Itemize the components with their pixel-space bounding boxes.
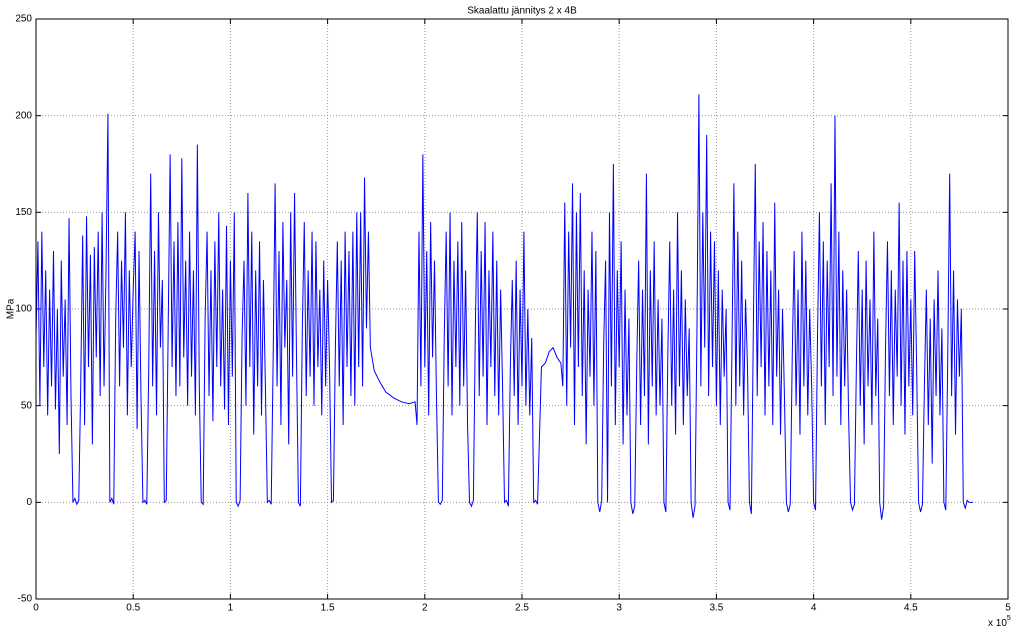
data-line: [36, 94, 974, 520]
x-tick-label: 0.5: [126, 603, 140, 614]
y-axis-label: MPa: [6, 298, 17, 319]
y-tick-label: 50: [21, 400, 33, 411]
x-tick-label: 3.5: [709, 603, 723, 614]
x-tick-label: 5: [1005, 603, 1011, 614]
x-tick-label: 4.5: [904, 603, 918, 614]
x-tick-label: 3: [616, 603, 622, 614]
y-tick-label: 250: [15, 14, 32, 25]
multiplier-base: x 10: [988, 618, 1007, 629]
y-tick-label: 100: [15, 304, 32, 315]
y-tick-label: 0: [26, 497, 32, 508]
x-tick-label: 1: [228, 603, 234, 614]
multiplier-exponent: 5: [1007, 615, 1011, 622]
y-tick-label: -50: [18, 594, 33, 605]
y-tick-label: 150: [15, 207, 32, 218]
x-multiplier: x 105: [988, 615, 1011, 629]
x-tick-label: 1.5: [321, 603, 335, 614]
x-tick-label: 2: [422, 603, 428, 614]
y-tick-label: 200: [15, 110, 32, 121]
x-tick-label: 4: [811, 603, 817, 614]
x-tick-label: 2.5: [515, 603, 529, 614]
axes-box: [35, 18, 1009, 600]
chart-title: Skaalattu jännitys 2 x 4B: [467, 6, 577, 17]
x-tick-label: 0: [33, 603, 39, 614]
